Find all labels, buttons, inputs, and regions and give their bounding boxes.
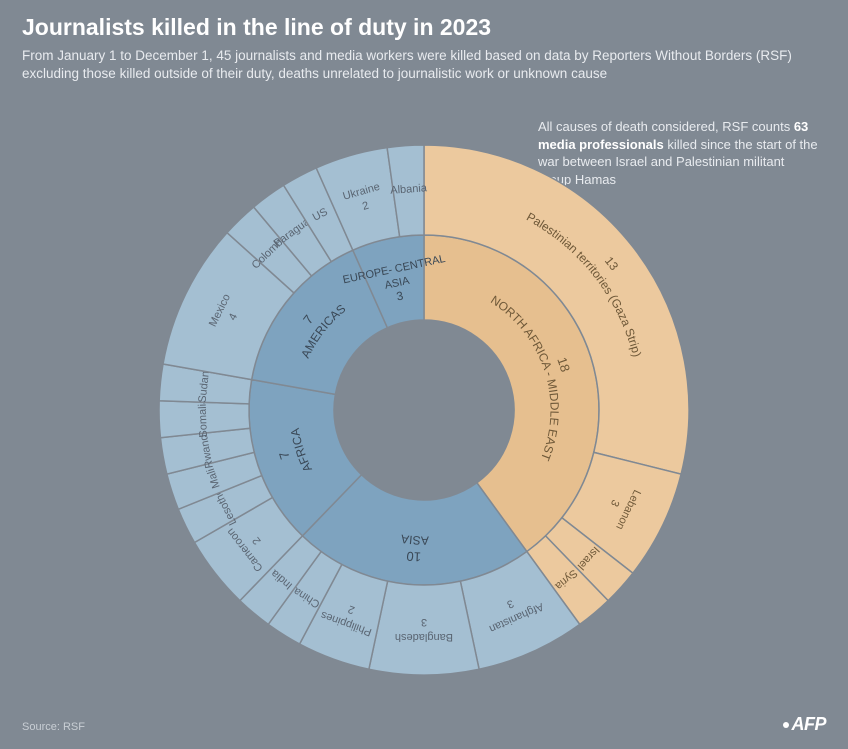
- page-subtitle: From January 1 to December 1, 45 journal…: [22, 47, 822, 83]
- afp-logo: AFP: [783, 714, 827, 735]
- source-text: Source: RSF: [22, 721, 85, 733]
- infographic-root: Journalists killed in the line of duty i…: [0, 0, 848, 749]
- page-title: Journalists killed in the line of duty i…: [22, 14, 826, 41]
- country-value: 3: [421, 616, 427, 628]
- sunburst-chart: NORTH AFRICA - MIDDLE EAST18Palestinian …: [144, 130, 704, 690]
- country-label: Bangladesh: [395, 631, 453, 643]
- header: Journalists killed in the line of duty i…: [0, 0, 848, 91]
- region-label: ASIA: [400, 532, 429, 548]
